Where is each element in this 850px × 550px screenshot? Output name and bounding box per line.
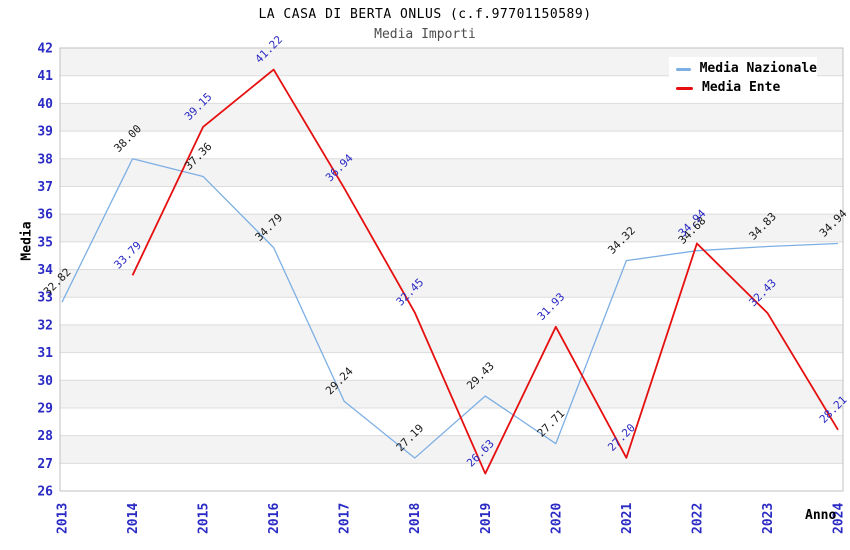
y-tick-label: 32 <box>37 318 53 333</box>
x-tick-label: 2019 <box>479 503 494 534</box>
x-tick-label: 2014 <box>126 503 141 534</box>
y-axis-title: Media <box>19 221 35 261</box>
x-tick-label: 2023 <box>761 503 776 534</box>
media-nazionale-line-swatch-icon <box>676 67 691 71</box>
legend-item-media-ente: Media Ente <box>676 81 817 95</box>
x-tick-label: 2016 <box>267 503 282 534</box>
x-tick-label: 2024 <box>832 503 847 534</box>
series-lines <box>61 68 839 475</box>
series-line-media-ente <box>131 68 839 475</box>
x-axis-title: Anno <box>805 508 837 523</box>
x-tick-label: 2021 <box>620 503 635 534</box>
media-ente-line-swatch-icon <box>676 86 693 90</box>
x-tick-label: 2022 <box>690 503 705 534</box>
y-tick-label: 26 <box>37 485 53 500</box>
x-tick-label: 2013 <box>56 503 71 534</box>
data-label: 33.79 <box>111 239 144 272</box>
plot-stripes <box>60 48 843 464</box>
y-tick-label: 40 <box>37 97 53 112</box>
y-tick-label: 39 <box>37 125 53 140</box>
y-tick-label: 41 <box>37 69 53 84</box>
y-tick-label: 36 <box>37 208 53 223</box>
y-tick-label: 29 <box>37 401 53 416</box>
legend-item-media-nazionale: Media Nazionale <box>676 62 817 76</box>
y-tick-label: 37 <box>37 180 53 195</box>
legend-label: Media Ente <box>702 80 781 95</box>
x-tick-label: 2020 <box>549 503 564 534</box>
plot-border <box>59 47 844 492</box>
chart-subtitle: Media Importi <box>374 27 476 42</box>
y-tick-label: 30 <box>37 374 53 389</box>
x-tick-label: 2015 <box>197 503 212 534</box>
y-tick-labels: 26 27 28 29 30 31 32 33 34 35 36 37 38 39 40 41 42 <box>37 42 53 500</box>
y-tick-label: 28 <box>37 429 53 444</box>
x-tick-label: 2018 <box>408 503 423 534</box>
chart-legend: Media Nazionale Media Ente <box>669 57 817 100</box>
chart-title: LA CASA DI BERTA ONLUS (c.f.97701150589) <box>258 7 592 22</box>
series-line-media-nazionale <box>61 158 839 459</box>
x-tick-labels: 2013 2014 2015 2016 2017 2018 2019 2020 2021 2022… <box>56 503 847 534</box>
y-tick-label: 35 <box>37 235 53 250</box>
y-tick-label: 31 <box>37 346 53 361</box>
data-label: 27.71 <box>535 407 568 440</box>
y-tick-label: 38 <box>37 152 53 167</box>
gridlines <box>60 47 843 492</box>
legend-label: Media Nazionale <box>699 61 817 76</box>
y-tick-label: 34 <box>37 263 53 278</box>
x-tick-label: 2017 <box>338 503 353 534</box>
y-tick-label: 42 <box>37 42 53 57</box>
y-tick-label: 27 <box>37 457 53 472</box>
y-tick-label: 33 <box>37 291 53 306</box>
